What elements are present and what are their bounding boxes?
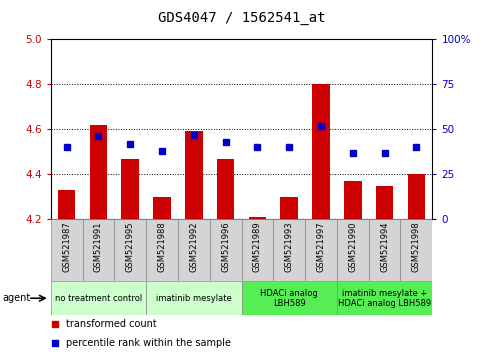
Bar — [51, 219, 83, 281]
Bar — [58, 190, 75, 219]
Text: percentile rank within the sample: percentile rank within the sample — [66, 338, 231, 348]
Bar — [185, 131, 202, 219]
Bar — [312, 84, 330, 219]
Bar — [146, 219, 178, 281]
Text: GSM521993: GSM521993 — [284, 221, 294, 272]
Bar — [146, 281, 242, 315]
Text: GSM521991: GSM521991 — [94, 221, 103, 272]
Text: HDACi analog
LBH589: HDACi analog LBH589 — [260, 289, 318, 308]
Text: GSM521995: GSM521995 — [126, 221, 135, 272]
Bar — [83, 219, 114, 281]
Bar — [305, 219, 337, 281]
Text: agent: agent — [2, 293, 30, 303]
Text: transformed count: transformed count — [66, 319, 156, 329]
Text: GSM521994: GSM521994 — [380, 221, 389, 272]
Bar — [400, 219, 432, 281]
Bar — [249, 217, 266, 219]
Bar — [217, 159, 234, 219]
Bar — [369, 219, 400, 281]
Bar — [337, 281, 432, 315]
Text: no treatment control: no treatment control — [55, 294, 142, 303]
Text: imatinib mesylate: imatinib mesylate — [156, 294, 232, 303]
Text: GSM521990: GSM521990 — [348, 221, 357, 272]
Bar — [281, 197, 298, 219]
Bar — [51, 281, 146, 315]
Bar — [376, 185, 393, 219]
Bar — [153, 197, 171, 219]
Bar — [242, 219, 273, 281]
Text: GSM521988: GSM521988 — [157, 221, 167, 272]
Text: GSM521998: GSM521998 — [412, 221, 421, 272]
Bar — [337, 219, 369, 281]
Text: imatinib mesylate +
HDACi analog LBH589: imatinib mesylate + HDACi analog LBH589 — [338, 289, 431, 308]
Bar — [408, 174, 425, 219]
Text: GSM521987: GSM521987 — [62, 221, 71, 272]
Bar — [210, 219, 242, 281]
Bar — [344, 181, 362, 219]
Text: GSM521996: GSM521996 — [221, 221, 230, 272]
Bar — [121, 159, 139, 219]
Text: GSM521992: GSM521992 — [189, 221, 199, 272]
Bar — [178, 219, 210, 281]
Text: GDS4047 / 1562541_at: GDS4047 / 1562541_at — [158, 11, 325, 25]
Bar — [242, 281, 337, 315]
Bar — [90, 125, 107, 219]
Bar — [114, 219, 146, 281]
Bar — [273, 219, 305, 281]
Text: GSM521997: GSM521997 — [316, 221, 326, 272]
Text: GSM521989: GSM521989 — [253, 221, 262, 272]
